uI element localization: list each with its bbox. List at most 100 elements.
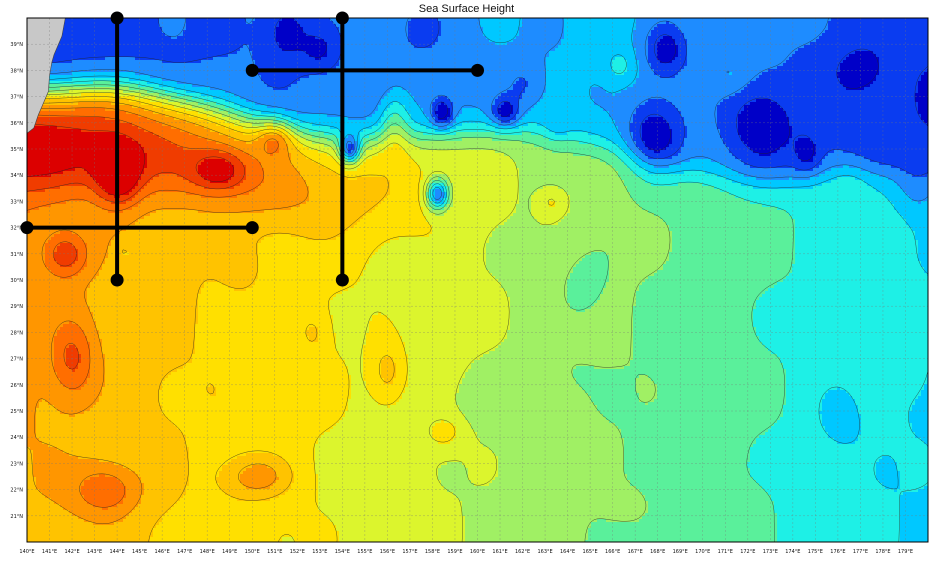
ssh-cell: [54, 255, 79, 259]
ssh-cell: [336, 423, 436, 427]
ssh-cell: [420, 204, 427, 208]
ssh-cell: [339, 60, 547, 64]
ssh-cell: [243, 126, 268, 130]
ssh-cell: [411, 114, 427, 118]
ssh-cell: [627, 144, 637, 148]
ssh-cell: [234, 168, 247, 172]
ssh-cell: [618, 426, 772, 430]
ssh-cell: [642, 123, 670, 127]
ssh-cell: [648, 510, 775, 514]
ssh-cell: [486, 249, 673, 253]
ssh-cell: [387, 108, 406, 112]
ssh-cell: [108, 255, 259, 259]
ssh-cell: [486, 243, 673, 247]
ssh-cell: [570, 204, 640, 208]
ssh-cell: [912, 408, 928, 412]
ssh-cell: [27, 345, 55, 349]
ssh-cell: [633, 357, 781, 361]
ssh-cell: [570, 207, 643, 211]
ssh-cell: [387, 177, 424, 181]
ssh-cell: [27, 210, 31, 214]
ssh-cell: [315, 468, 439, 472]
ssh-cell: [591, 399, 640, 403]
ssh-cell: [891, 456, 928, 460]
ssh-cell: [906, 222, 928, 226]
ssh-cell: [189, 180, 211, 184]
ssh-cell: [843, 165, 850, 169]
ssh-cell: [351, 396, 373, 400]
ssh-cell: [102, 393, 160, 397]
ssh-cell: [492, 138, 550, 142]
ssh-cell: [630, 156, 640, 160]
ssh-cell: [474, 429, 622, 433]
ssh-cell: [519, 126, 547, 130]
ssh-cell: [204, 99, 226, 103]
ssh-cell: [507, 42, 562, 46]
ssh-cell: [27, 240, 49, 244]
ssh-cell: [399, 102, 418, 106]
ssh-cell: [672, 129, 688, 133]
ssh-cell: [636, 297, 760, 301]
ssh-cell: [216, 117, 232, 121]
ssh-cell: [27, 420, 37, 424]
ssh-cell: [855, 51, 874, 55]
ssh-cell: [192, 105, 211, 109]
ssh-cell: [201, 288, 235, 292]
ssh-cell: [372, 315, 388, 319]
ssh-cell: [519, 186, 544, 190]
ssh-cell: [441, 33, 484, 37]
ssh-cell: [627, 63, 640, 67]
ssh-cell: [153, 528, 337, 532]
longitude-tick-label: 160°E: [470, 549, 485, 555]
ssh-cell: [27, 483, 37, 487]
ssh-cell: [54, 363, 67, 367]
ssh-cell: [222, 465, 253, 469]
ssh-cell: [150, 180, 190, 184]
ssh-cell: [672, 243, 796, 247]
ssh-cell: [672, 249, 796, 253]
ssh-cell: [453, 198, 520, 202]
ssh-cell: [363, 216, 427, 220]
ssh-cell: [426, 204, 430, 208]
ssh-cell: [876, 474, 901, 478]
ssh-cell: [663, 267, 793, 271]
ssh-cell: [561, 219, 664, 223]
ssh-cell: [894, 459, 928, 463]
ssh-cell: [534, 144, 595, 148]
ssh-cell: [123, 519, 163, 523]
ssh-cell: [855, 402, 916, 406]
ssh-cell: [132, 198, 145, 202]
ssh-cell: [639, 165, 655, 169]
ssh-cell: [624, 438, 757, 442]
ssh-cell: [195, 324, 334, 328]
ssh-cell: [396, 372, 409, 376]
ssh-cell: [915, 234, 928, 238]
ssh-cell: [363, 369, 382, 373]
ssh-cell: [45, 249, 58, 253]
ssh-cell: [432, 186, 436, 190]
ssh-cell: [27, 450, 34, 454]
ssh-cell: [681, 30, 826, 34]
ssh-cell: [918, 108, 928, 112]
ssh-cell: [516, 165, 613, 169]
ssh-cell: [237, 498, 271, 502]
ssh-cell: [306, 51, 328, 55]
ssh-cell: [822, 414, 862, 418]
ssh-cell: [330, 306, 511, 310]
ssh-cell: [642, 492, 769, 496]
ssh-cell: [648, 117, 664, 121]
ssh-cell: [336, 342, 367, 346]
ssh-cell: [516, 204, 532, 208]
ssh-cell: [537, 123, 616, 127]
ssh-cell: [114, 462, 190, 466]
ssh-cell: [342, 45, 415, 49]
ssh-cell: [258, 132, 283, 136]
ssh-cell: [825, 426, 862, 430]
ssh-cell: [267, 126, 274, 130]
ssh-cell: [27, 48, 241, 52]
map-title: Sea Surface Height: [418, 3, 515, 15]
ssh-cell: [36, 432, 184, 436]
ssh-cell: [72, 264, 88, 268]
ssh-cell: [57, 246, 76, 250]
ssh-cell: [624, 150, 634, 154]
